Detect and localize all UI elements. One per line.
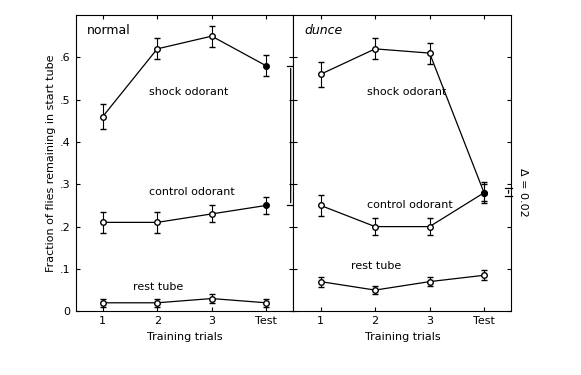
Text: normal: normal — [87, 24, 130, 37]
Text: control odorant: control odorant — [149, 187, 235, 197]
Text: rest tube: rest tube — [132, 282, 183, 292]
Y-axis label: Fraction of flies remaining in start tube: Fraction of flies remaining in start tub… — [46, 54, 56, 272]
Text: shock odorant: shock odorant — [149, 87, 228, 97]
Text: control odorant: control odorant — [367, 200, 453, 210]
X-axis label: Training trials: Training trials — [146, 332, 223, 342]
X-axis label: Training trials: Training trials — [364, 332, 440, 342]
Text: dunce: dunce — [304, 24, 343, 37]
Text: Δ = 0.33: Δ = 0.33 — [300, 111, 310, 160]
Text: shock odorant: shock odorant — [367, 87, 446, 97]
Text: Δ = 0.02: Δ = 0.02 — [518, 168, 528, 216]
Text: rest tube: rest tube — [350, 261, 401, 271]
